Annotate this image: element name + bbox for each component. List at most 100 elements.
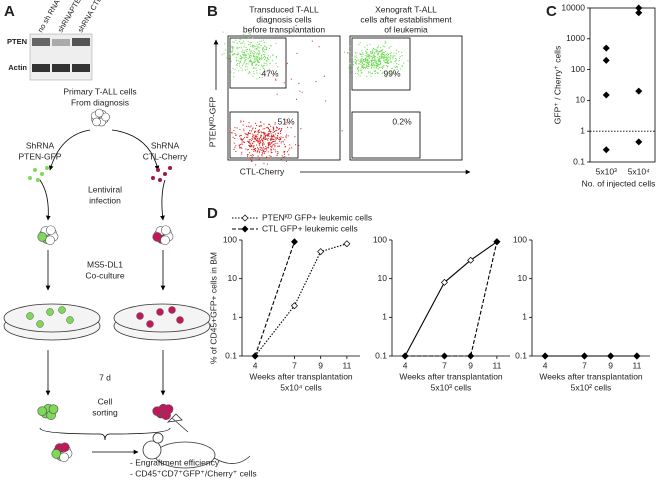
event	[242, 124, 244, 126]
event	[235, 134, 237, 136]
event	[250, 57, 252, 59]
event	[279, 145, 281, 147]
event	[263, 132, 265, 134]
event	[233, 130, 235, 132]
event	[257, 59, 259, 61]
event	[260, 74, 262, 76]
event	[244, 133, 246, 135]
event	[280, 136, 282, 138]
event	[229, 39, 231, 41]
event	[246, 62, 248, 64]
event	[258, 125, 260, 127]
event	[250, 125, 252, 127]
x-tick-label: 4	[253, 360, 258, 370]
event	[362, 52, 364, 54]
event	[257, 41, 259, 43]
event	[260, 131, 262, 133]
event	[245, 57, 247, 59]
x-label: Weeks after transplantation	[539, 371, 643, 381]
event	[269, 63, 271, 65]
gate-label: 47%	[261, 68, 278, 78]
event	[247, 57, 249, 59]
flow-title: before transplantation	[243, 24, 325, 34]
event	[276, 93, 278, 95]
event	[260, 58, 262, 60]
flow-title: diagnosis cells	[256, 14, 311, 24]
event	[276, 153, 278, 155]
event	[250, 45, 252, 47]
event	[243, 55, 245, 57]
event	[261, 64, 263, 66]
event	[232, 67, 234, 69]
event	[355, 52, 357, 54]
event	[251, 52, 253, 54]
event	[241, 69, 243, 71]
event	[258, 142, 260, 144]
event	[372, 62, 374, 64]
event	[256, 124, 258, 126]
event	[254, 58, 256, 60]
event	[360, 70, 362, 72]
event	[260, 125, 262, 127]
event	[261, 154, 263, 156]
event	[243, 141, 245, 143]
event	[267, 58, 269, 60]
event	[249, 33, 251, 35]
event	[249, 42, 251, 44]
event	[360, 58, 362, 60]
event	[389, 56, 391, 58]
event	[377, 68, 379, 70]
event	[357, 72, 359, 74]
event	[252, 127, 254, 129]
event	[247, 132, 249, 134]
event	[370, 67, 372, 69]
event	[277, 66, 279, 68]
event	[382, 45, 384, 47]
event	[268, 123, 270, 125]
event	[244, 137, 246, 139]
event	[378, 58, 380, 60]
point	[440, 278, 448, 286]
event	[241, 153, 243, 155]
event	[246, 66, 248, 68]
event	[237, 52, 239, 54]
event	[288, 149, 290, 151]
event	[232, 54, 234, 56]
event	[250, 61, 252, 63]
event	[263, 67, 265, 69]
event	[393, 69, 395, 71]
event	[370, 64, 372, 66]
event	[377, 46, 379, 48]
event	[376, 47, 378, 49]
point	[317, 248, 325, 256]
event	[248, 44, 250, 46]
event	[344, 51, 346, 53]
event	[244, 52, 246, 54]
event	[357, 67, 359, 69]
event	[257, 56, 259, 58]
event	[229, 129, 231, 131]
event	[221, 54, 223, 56]
event	[360, 61, 362, 63]
event	[245, 56, 247, 58]
event	[351, 57, 353, 59]
event	[382, 51, 384, 53]
event	[371, 57, 373, 59]
event	[378, 51, 380, 53]
event	[387, 56, 389, 58]
event	[249, 139, 251, 141]
y-tick-label: 0.1	[573, 156, 585, 166]
event	[290, 78, 292, 80]
event	[259, 76, 261, 78]
event	[377, 60, 379, 62]
event	[396, 66, 398, 68]
event	[240, 137, 242, 139]
event	[392, 56, 394, 58]
event	[377, 64, 379, 66]
x-tick-label: 11	[492, 360, 501, 370]
event	[264, 55, 266, 57]
event	[358, 60, 360, 62]
event	[278, 128, 280, 130]
event	[370, 61, 372, 63]
point	[635, 138, 643, 146]
